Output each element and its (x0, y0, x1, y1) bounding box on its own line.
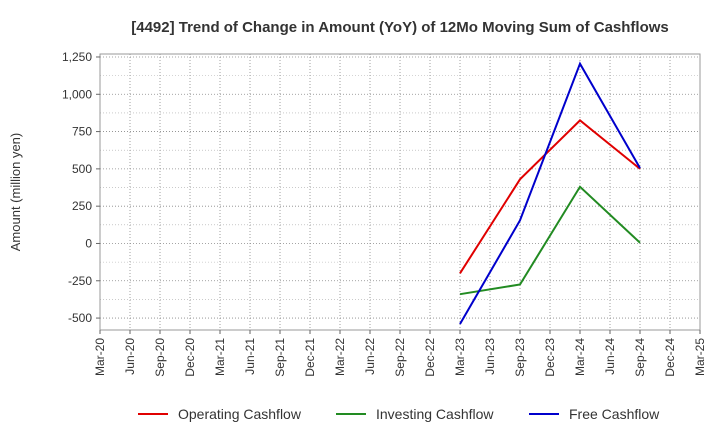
x-tick-label: Sep-21 (273, 338, 287, 377)
x-tick-label: Jun-20 (123, 338, 137, 375)
x-tick-label: Jun-22 (363, 338, 377, 375)
legend: Operating Cashflow Investing Cashflow Free… (138, 406, 660, 422)
x-tick-label: Mar-22 (333, 338, 347, 376)
legend-label: Investing Cashflow (376, 406, 494, 422)
x-tick-label: Mar-24 (573, 338, 587, 376)
y-axis-ticks: -500 -250 0 250 500 750 1,000 1,250 (62, 50, 100, 325)
x-tick-label: Jun-21 (243, 338, 257, 375)
y-tick-label: 750 (72, 125, 92, 139)
x-tick-label: Sep-20 (153, 338, 167, 377)
y-tick-label: 1,000 (62, 87, 92, 101)
series-line-free-cashflow (459, 61, 641, 325)
x-tick-label: Mar-25 (693, 338, 707, 376)
chart-title: [4492] Trend of Change in Amount (YoY) o… (131, 19, 669, 36)
grid-lines (99, 54, 701, 330)
x-tick-label: Jun-24 (603, 338, 617, 375)
x-tick-label: Mar-23 (453, 338, 467, 376)
y-tick-label: 500 (72, 162, 92, 176)
x-tick-label: Sep-22 (393, 338, 407, 377)
y-tick-label: -500 (68, 311, 92, 325)
y-tick-label: 0 (85, 236, 92, 250)
series-line-operating-cashflow (459, 119, 641, 274)
y-tick-label: 250 (72, 199, 92, 213)
x-tick-label: Sep-23 (513, 338, 527, 377)
x-tick-label: Dec-23 (543, 338, 557, 377)
y-tick-label: 1,250 (62, 50, 92, 64)
x-tick-label: Mar-21 (213, 338, 227, 376)
y-axis-label: Amount (million yen) (8, 133, 23, 252)
x-tick-label: Dec-22 (423, 338, 437, 377)
x-tick-label: Dec-24 (663, 338, 677, 377)
x-tick-label: Jun-23 (483, 338, 497, 375)
legend-label: Operating Cashflow (178, 406, 302, 422)
y-tick-label: -250 (68, 274, 92, 288)
x-tick-label: Mar-20 (93, 338, 107, 376)
series-layer (459, 61, 641, 325)
x-tick-label: Sep-24 (633, 338, 647, 377)
x-tick-label: Dec-21 (303, 338, 317, 377)
x-axis-ticks: Mar-20 Jun-20 Sep-20 Dec-20 Mar-21 Jun-21 Sep-… (93, 330, 707, 377)
series-line-investing-cashflow (459, 185, 641, 296)
legend-label: Free Cashflow (569, 406, 660, 422)
x-tick-label: Dec-20 (183, 338, 197, 377)
